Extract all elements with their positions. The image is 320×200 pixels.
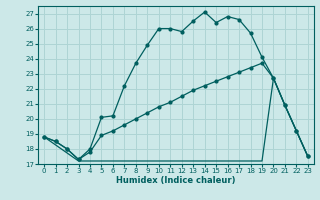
X-axis label: Humidex (Indice chaleur): Humidex (Indice chaleur) [116, 176, 236, 185]
